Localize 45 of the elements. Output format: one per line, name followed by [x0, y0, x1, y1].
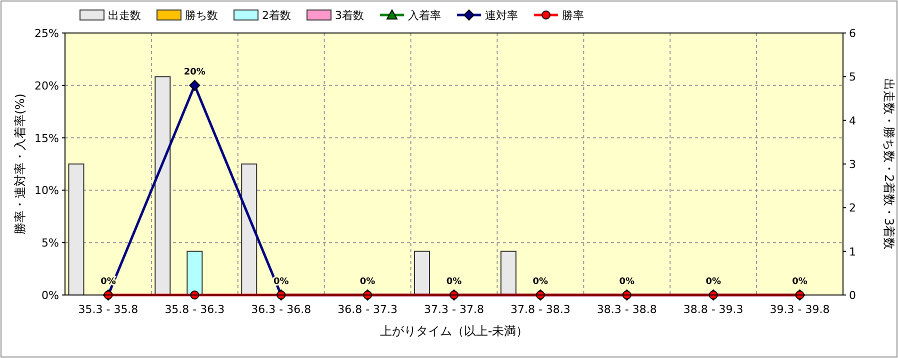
legend-label: 3着数 [335, 9, 364, 22]
legend-label: 出走数 [108, 9, 141, 22]
bar [241, 164, 258, 296]
y-tick-label: 20% [34, 79, 59, 92]
y2-tick-label: 3 [849, 158, 856, 171]
legend-label: 2着数 [262, 9, 291, 22]
x-tick-label: 37.8 - 38.3 [510, 303, 570, 316]
data-label: 0% [360, 277, 376, 287]
bar [500, 250, 516, 296]
x-tick-label: 35.3 - 35.8 [78, 303, 138, 316]
legend-label: 入着率 [408, 9, 441, 22]
y-tick-label: 5% [42, 236, 59, 250]
x-axis-title: 上がりタイム（以上-未満） [380, 324, 528, 338]
x-tick-label: 39.3 - 39.8 [770, 303, 830, 316]
data-label: 0% [792, 277, 808, 287]
y-tick-label: 25% [34, 27, 59, 40]
data-label: 0% [619, 277, 635, 287]
legend-label: 連対率 [485, 9, 518, 22]
y2-tick-label: 4 [849, 114, 856, 128]
data-label: 0% [446, 277, 462, 287]
legend-label: 勝率 [562, 9, 584, 22]
y2-tick-label: 6 [849, 27, 856, 40]
x-tick-label: 36.3 - 36.8 [251, 303, 312, 316]
y2-tick-label: 1 [849, 245, 856, 258]
x-tick-label: 36.8 - 37.3 [338, 303, 398, 316]
y-tick-label: 0% [42, 289, 59, 302]
data-label: 20% [184, 67, 206, 78]
y-tick-label: 10% [34, 184, 59, 198]
bar [414, 250, 430, 296]
x-tick-label: 38.8 - 39.3 [683, 303, 744, 316]
y2-tick-label: 0 [849, 289, 856, 302]
legend-label: 勝ち数 [185, 9, 218, 22]
x-tick-label: 38.3 - 38.8 [596, 303, 657, 316]
y2-tick-label: 2 [849, 202, 856, 215]
data-label: 0% [706, 277, 721, 287]
bar [68, 164, 84, 296]
x-tick-label: 37.3 - 37.8 [424, 303, 484, 316]
y2-tick-label: 5 [849, 70, 856, 84]
bar [154, 76, 171, 296]
y-tick-label: 15% [34, 132, 59, 145]
bar [186, 250, 203, 296]
x-tick-label: 35.8 - 36.3 [164, 303, 225, 316]
y2-axis-title: 出走数・勝ち数・2着数・3着数 [882, 78, 896, 250]
y-axis-title: 勝率・連対率・入着率(%) [13, 94, 27, 234]
data-label: 0% [532, 277, 548, 287]
